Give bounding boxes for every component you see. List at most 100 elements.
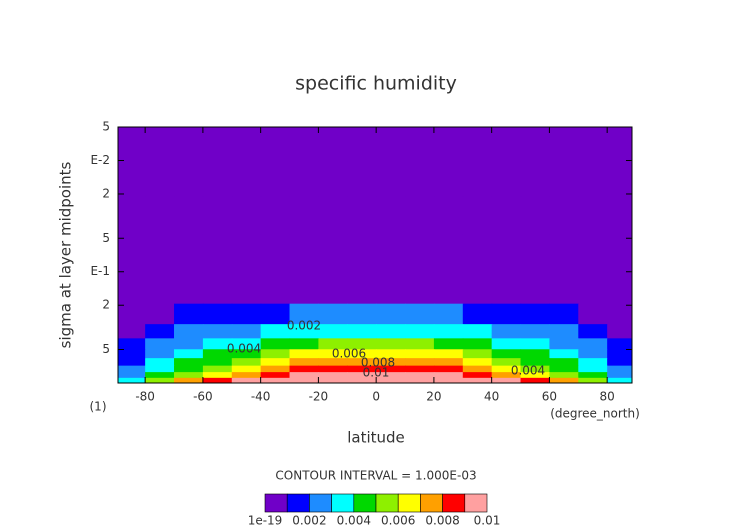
colorbar-swatch <box>375 493 399 513</box>
field-cell <box>347 338 377 350</box>
field-cell <box>347 303 377 325</box>
field-cell <box>607 161 632 198</box>
field-cell <box>520 324 551 339</box>
field-cell <box>578 377 608 383</box>
field-cell <box>607 377 632 383</box>
field-cell <box>289 349 320 359</box>
field-cell <box>462 324 493 339</box>
field-cell <box>433 365 464 373</box>
y-tick-label: 5 <box>102 120 110 134</box>
field-cell <box>607 349 632 359</box>
field-cell <box>118 272 146 305</box>
field-cell <box>491 272 522 305</box>
field-cell <box>549 338 579 350</box>
field-cell <box>607 324 632 339</box>
field-cell <box>231 338 262 350</box>
field-cell <box>520 234 551 274</box>
colorbar-tick-label: 0.002 <box>292 514 326 528</box>
y-axis-label: sigma at layer midpoints <box>57 161 75 348</box>
field-cell <box>433 372 464 379</box>
field-cell <box>549 303 579 325</box>
field-cell <box>607 372 632 379</box>
field-cell <box>491 303 522 325</box>
field-cell <box>174 234 204 274</box>
field-cell <box>347 349 377 359</box>
field-cell <box>145 272 175 305</box>
colorbar-swatch <box>464 493 488 513</box>
field-cell <box>405 349 435 359</box>
field-cell <box>462 372 493 379</box>
field-cell <box>520 349 551 359</box>
y-tick-label: E-2 <box>90 153 110 167</box>
field-cell <box>520 127 551 163</box>
field-cell <box>520 372 551 379</box>
field-cell <box>491 372 522 379</box>
field-cell <box>405 377 435 383</box>
field-cell <box>578 196 608 235</box>
field-cell <box>433 324 464 339</box>
field-cell <box>202 372 233 379</box>
x-axis-label: latitude <box>347 429 405 447</box>
contour-label: 0.008 <box>361 356 395 370</box>
field-cell <box>462 196 493 235</box>
field-cell <box>347 372 377 379</box>
field-cell <box>376 377 406 383</box>
field-cell <box>520 377 551 383</box>
field-cell <box>607 358 632 367</box>
field-cell <box>202 349 233 359</box>
field-cell <box>202 127 233 163</box>
plot-frame <box>117 126 633 384</box>
field-cell <box>405 324 435 339</box>
field-cell <box>491 349 522 359</box>
field-cell <box>405 161 435 198</box>
field-cell <box>433 272 464 305</box>
field-cell <box>260 372 291 379</box>
field-cell <box>231 372 262 379</box>
field-cell <box>347 234 377 274</box>
field-cell <box>118 196 146 235</box>
field-cell <box>491 377 522 383</box>
y-tick-label: 2 <box>102 298 110 312</box>
x-tick-label: -20 <box>309 390 329 404</box>
field-cell <box>118 234 146 274</box>
field-cell <box>462 338 493 350</box>
field-cell <box>145 372 175 379</box>
field-cell <box>174 161 204 198</box>
field-cell <box>462 234 493 274</box>
field-cell <box>607 196 632 235</box>
field-cell <box>260 127 291 163</box>
field-cell <box>174 365 204 373</box>
field-cell <box>118 324 146 339</box>
colorbar-tick-label: 1e-19 <box>248 514 283 528</box>
field-cell <box>318 372 348 379</box>
chart-title: specific humidity <box>295 73 457 95</box>
field-cell <box>347 377 377 383</box>
field-cell <box>318 365 348 373</box>
field-cell <box>549 272 579 305</box>
field-cell <box>433 338 464 350</box>
field-cell <box>462 303 493 325</box>
field-cell <box>405 358 435 367</box>
field-cell <box>118 365 146 373</box>
field-cell <box>549 372 579 379</box>
field-cell <box>376 365 406 373</box>
field-cell <box>607 127 632 163</box>
field-cell <box>231 196 262 235</box>
field-cell <box>289 272 320 305</box>
field-cell <box>607 272 632 305</box>
field-cell <box>318 196 348 235</box>
field-cell <box>289 234 320 274</box>
field-cell <box>433 358 464 367</box>
field-cell <box>433 161 464 198</box>
colorbar-tick-label: 0.01 <box>474 514 501 528</box>
field-cell <box>405 338 435 350</box>
field-cell <box>145 365 175 373</box>
field-cell <box>405 372 435 379</box>
field-cell <box>607 303 632 325</box>
field-cell <box>318 127 348 163</box>
field-cell <box>174 272 204 305</box>
field-cell <box>260 303 291 325</box>
field-cell <box>289 365 320 373</box>
field-cell <box>260 324 291 339</box>
x-tick-label: -60 <box>193 390 213 404</box>
